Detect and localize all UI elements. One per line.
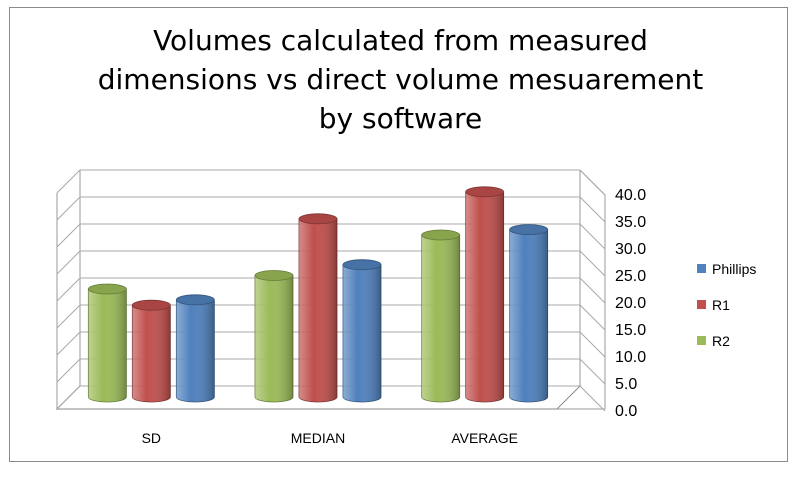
y-tick-label: 25.0 xyxy=(615,268,646,285)
bar-r1-median xyxy=(298,213,338,403)
bar-phillips-sd xyxy=(175,294,215,403)
chart-title-line-2: dimensions vs direct volume mesuarement xyxy=(97,63,704,96)
y-tick-label: 0.0 xyxy=(615,403,637,420)
legend-label: R2 xyxy=(712,333,730,349)
gridline xyxy=(56,196,606,223)
y-tick-label: 20.0 xyxy=(615,295,646,312)
y-tick-label: 15.0 xyxy=(615,322,646,339)
chart-bars xyxy=(87,186,549,403)
bar-phillips-median xyxy=(342,259,382,403)
y-tick-label: 40.0 xyxy=(615,187,646,204)
legend-swatch xyxy=(697,336,706,345)
y-tick-label: 5.0 xyxy=(615,376,637,393)
y-axis-tick-labels: 0.0 5.0 10.0 15.0 20.0 25.0 30.0 35.0 40.0 xyxy=(615,187,646,420)
bar-phillips-average xyxy=(509,224,549,403)
y-tick-label: 30.0 xyxy=(615,241,646,258)
bar-r2-sd xyxy=(87,283,127,403)
legend-swatch xyxy=(697,300,706,309)
x-tick-label-median: MEDIAN xyxy=(291,430,345,446)
chart-title-line-1: Volumes calculated from measured xyxy=(153,24,648,57)
y-tick-label: 10.0 xyxy=(615,349,646,366)
bar-r1-sd xyxy=(131,299,171,403)
chart-title: Volumes calculated from measured dimensi… xyxy=(0,21,801,138)
chart-title-line-3: by software xyxy=(318,102,483,135)
legend-swatch xyxy=(697,264,706,273)
x-axis-tick-labels: SD MEDIAN AVERAGE xyxy=(142,430,518,446)
bar-r1-average xyxy=(465,186,505,403)
x-tick-label-sd: SD xyxy=(142,430,161,446)
y-tick-label: 35.0 xyxy=(615,214,646,231)
gridline xyxy=(56,169,606,196)
bar-r2-median xyxy=(254,270,294,403)
bar-r2-average xyxy=(421,229,461,403)
x-tick-label-average: AVERAGE xyxy=(451,430,518,446)
legend-label: R1 xyxy=(712,297,730,313)
legend-label: Phillips xyxy=(712,261,757,277)
